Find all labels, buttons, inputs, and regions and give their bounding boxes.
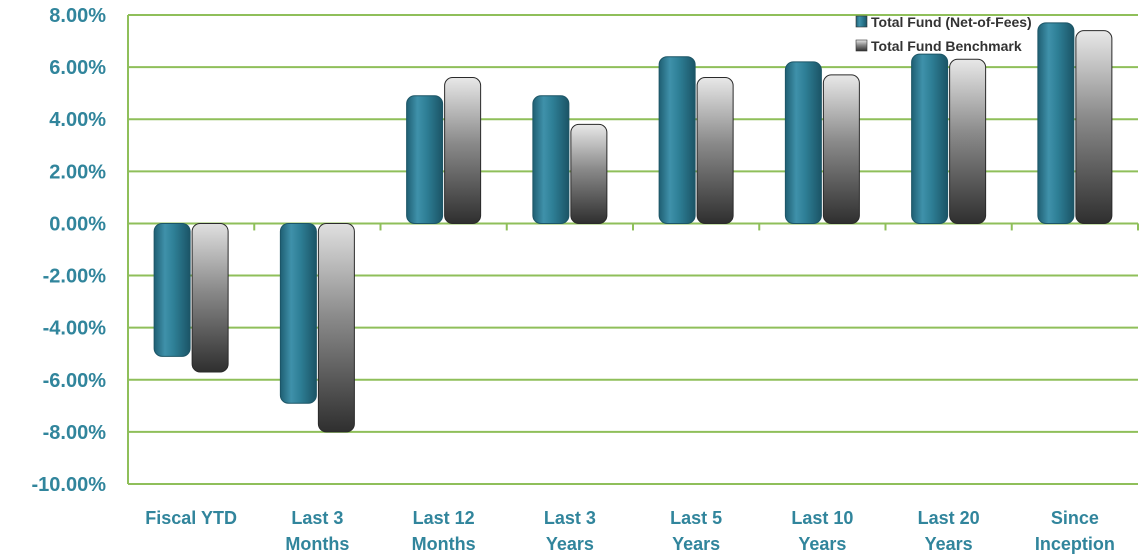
y-tick-label: -6.00% (43, 370, 107, 392)
y-axis-tick-labels: 8.00% 6.00% 4.00% 2.00% 0.00% -2.00% -4.00% -6.… (32, 5, 107, 496)
bar-total-fund-benchmark (317, 222, 355, 433)
bar-total-fund-benchmark (570, 123, 608, 224)
bar-total-fund-benchmark (949, 58, 987, 224)
bar-total-fund-benchmark (822, 74, 860, 224)
x-tick-label-line: Since (1051, 508, 1099, 528)
y-tick-label: 6.00% (49, 57, 106, 79)
x-tick-label: Last 3 Years (544, 508, 596, 554)
x-tick-label-line: Years (672, 534, 720, 554)
y-tick-label: -4.00% (43, 318, 107, 340)
x-tick-label: Last 5 Years (670, 508, 722, 554)
legend-swatch (855, 39, 868, 52)
x-tick-label: Last 20 Years (918, 508, 980, 554)
bar-total-fund-benchmark (1075, 30, 1113, 224)
x-tick-label-line: Months (412, 534, 476, 554)
axes (127, 15, 1139, 484)
bar-total-fund-net-of-fees (406, 95, 444, 224)
bar-total-fund-net-of-fees (153, 222, 191, 357)
x-tick-label-line: Inception (1035, 534, 1115, 554)
legend-swatch (855, 15, 868, 28)
x-tick-label-line: Years (798, 534, 846, 554)
legend-label: Total Fund (Net-of-Fees) (871, 14, 1032, 30)
legend: Total Fund (Net-of-Fees) Total Fund Bench… (855, 14, 1032, 54)
bar-total-fund-net-of-fees (784, 61, 822, 224)
x-tick-label-line: Last 20 (918, 508, 980, 528)
bars (153, 22, 1113, 433)
y-tick-label: -8.00% (43, 422, 107, 444)
y-tick-label: 0.00% (49, 213, 106, 235)
x-tick-label-line: Last 12 (413, 508, 475, 528)
bar-total-fund-benchmark (696, 77, 734, 224)
y-tick-label: -2.00% (43, 266, 107, 288)
x-tick-label: Since Inception (1035, 508, 1115, 554)
x-tick-label-line: Months (285, 534, 349, 554)
x-tick-label-line: Years (925, 534, 973, 554)
y-tick-label: 2.00% (49, 161, 106, 183)
x-tick-label-line: Years (546, 534, 594, 554)
bar-total-fund-net-of-fees (1037, 22, 1075, 224)
bar-total-fund-net-of-fees (911, 53, 949, 224)
legend-label: Total Fund Benchmark (871, 38, 1022, 54)
x-tick-label-line: Last 10 (791, 508, 853, 528)
x-tick-label-line: Last 3 (291, 508, 343, 528)
bar-total-fund-net-of-fees (532, 95, 570, 224)
bar-total-fund-benchmark (444, 77, 482, 224)
bar-total-fund-net-of-fees (279, 222, 317, 404)
x-tick-label: Fiscal YTD (145, 508, 237, 528)
bar-total-fund-net-of-fees (658, 56, 696, 224)
x-tick-label-line: Fiscal YTD (145, 508, 237, 528)
y-tick-label: 8.00% (49, 5, 106, 27)
bar-total-fund-benchmark (191, 222, 229, 373)
gridlines (128, 14, 1138, 485)
y-tick-label: 4.00% (49, 109, 106, 131)
x-tick-label: Last 3 Months (285, 508, 349, 554)
x-tick-label-line: Last 3 (544, 508, 596, 528)
x-tick-label-line: Last 5 (670, 508, 722, 528)
x-tick-label: Last 12 Months (412, 508, 476, 554)
y-tick-label: -10.00% (32, 474, 107, 496)
x-tick-label: Last 10 Years (791, 508, 853, 554)
